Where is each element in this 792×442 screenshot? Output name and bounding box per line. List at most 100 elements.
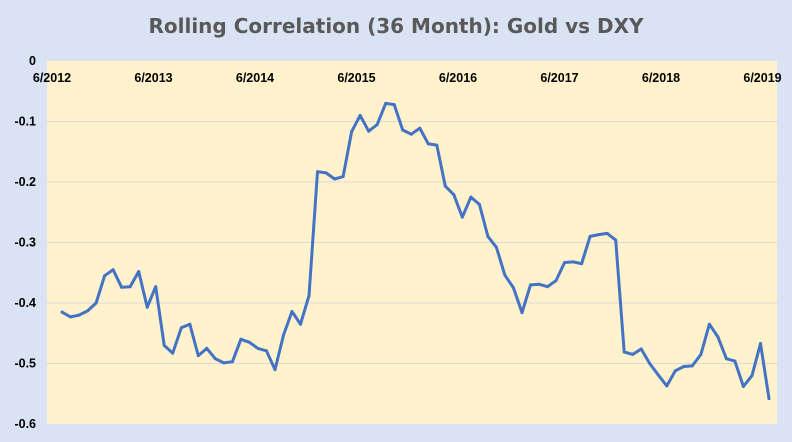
x-tick-label: 6/2016 (439, 71, 477, 85)
data-point (571, 260, 575, 264)
data-point (690, 364, 694, 368)
data-point (554, 279, 558, 283)
data-point (563, 261, 567, 264)
data-point (597, 233, 601, 237)
data-point (282, 333, 285, 337)
data-point (367, 129, 371, 133)
data-point (750, 374, 754, 378)
data-point (741, 385, 745, 388)
data-point (631, 352, 635, 356)
data-point (622, 350, 626, 354)
data-point (264, 349, 268, 353)
data-point (247, 340, 251, 344)
series-line (60, 101, 771, 401)
data-point (333, 177, 337, 181)
data-point (384, 101, 388, 105)
data-point (665, 384, 669, 388)
data-point (724, 357, 728, 361)
data-point (213, 357, 217, 361)
data-point (375, 123, 379, 126)
data-points (60, 101, 771, 401)
data-point (120, 285, 124, 289)
data-point (605, 231, 609, 235)
data-point (86, 309, 90, 313)
y-tick-label: -0.6 (14, 417, 36, 431)
x-tick-label: 6/2018 (642, 71, 680, 85)
y-tick-label: -0.5 (14, 357, 36, 371)
data-point (103, 274, 107, 278)
data-point (520, 311, 524, 315)
data-point (529, 283, 532, 287)
data-point (682, 365, 686, 368)
data-point (154, 285, 158, 289)
data-point (707, 322, 711, 326)
data-point (418, 126, 422, 130)
chart-title: Rolling Correlation (36 Month): Gold vs … (148, 14, 644, 38)
y-tick-label: -0.2 (14, 175, 36, 189)
data-point (401, 128, 405, 132)
data-point (580, 262, 584, 266)
data-point (767, 397, 771, 401)
data-point (350, 130, 354, 134)
y-tick-label: -0.4 (14, 296, 36, 310)
data-point (588, 234, 592, 238)
x-tick-label: 6/2013 (134, 71, 172, 85)
data-point (94, 301, 98, 305)
data-point (537, 282, 541, 286)
data-point (639, 347, 643, 351)
y-axis-ticks: 0 -0.1 -0.2 -0.3 -0.4 -0.5 -0.6 (14, 54, 36, 431)
data-point (111, 268, 115, 272)
data-point (648, 362, 652, 365)
data-point (307, 294, 311, 298)
y-tick-label: 0 (29, 54, 36, 68)
data-point (341, 175, 345, 179)
y-tick-label: -0.3 (14, 236, 36, 250)
data-point (469, 195, 473, 199)
data-point (673, 369, 677, 373)
data-point (205, 346, 209, 350)
x-tick-label: 6/2014 (236, 71, 274, 85)
data-point (759, 342, 762, 345)
data-point (273, 368, 277, 372)
data-point (162, 343, 166, 347)
data-point (494, 245, 498, 249)
data-point (733, 359, 737, 363)
data-point (69, 315, 72, 319)
data-point (196, 354, 200, 358)
data-point (239, 337, 243, 341)
data-point (503, 273, 507, 277)
data-point (290, 310, 294, 313)
data-point (460, 215, 464, 219)
x-tick-label: 6/2012 (33, 71, 71, 85)
y-tick-label: -0.1 (14, 115, 36, 129)
data-point (358, 113, 362, 117)
data-point (656, 373, 660, 377)
data-point (324, 171, 328, 175)
data-point (614, 238, 618, 242)
data-point (316, 170, 319, 174)
data-point (699, 352, 703, 356)
data-point (452, 193, 456, 197)
x-tick-label: 6/2019 (743, 71, 781, 85)
data-point (60, 310, 64, 314)
gridlines (47, 121, 777, 364)
data-point (546, 285, 549, 289)
x-tick-label: 6/2015 (337, 71, 375, 85)
data-point (77, 313, 81, 317)
data-point (230, 360, 234, 364)
data-point (137, 270, 141, 273)
data-point (128, 285, 132, 289)
data-point (299, 322, 302, 326)
data-point (392, 103, 396, 107)
data-point (171, 351, 175, 355)
data-point (435, 143, 439, 147)
x-axis-ticks: 6/2012 6/2013 6/2014 6/2015 6/2016 6/2017 6/20… (33, 71, 782, 85)
data-point (477, 202, 481, 206)
data-point (486, 234, 490, 238)
data-point (145, 305, 149, 309)
data-point (409, 132, 413, 136)
data-point (256, 346, 260, 350)
data-point (222, 361, 226, 365)
